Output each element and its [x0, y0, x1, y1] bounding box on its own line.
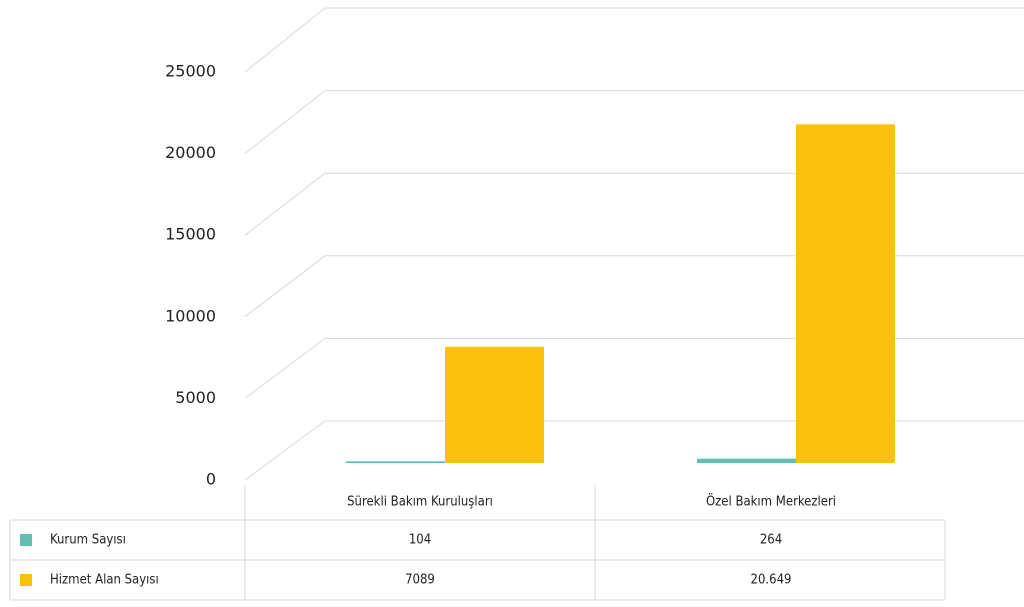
table-value: 104: [409, 533, 431, 548]
bar: [697, 458, 796, 463]
x-tick-label: Sürekli Bakım Kuruluşları: [347, 495, 493, 510]
bar: [796, 124, 895, 464]
legend-swatch: [20, 574, 32, 586]
y-tick-label: 15000: [165, 225, 216, 244]
grid-line: [244, 7, 326, 73]
grid-line: [244, 172, 326, 236]
table-value: 264: [760, 533, 782, 548]
data-table: [9, 485, 946, 601]
legend-swatch: [20, 534, 32, 546]
y-tick-label: 0: [206, 470, 216, 489]
legend-label: Kurum Sayısı: [50, 533, 126, 548]
grid-line: [244, 90, 326, 154]
table-value: 7089: [405, 573, 435, 588]
y-tick-label: 5000: [175, 388, 216, 407]
legend-label: Hizmet Alan Sayısı: [50, 573, 159, 588]
grid-line: [244, 255, 326, 318]
y-tick-label: 25000: [165, 62, 216, 81]
y-tick-label: 20000: [165, 143, 216, 162]
bar: [346, 461, 445, 463]
y-tick-label: 10000: [165, 306, 216, 325]
table-value: 20.649: [751, 573, 792, 588]
bar: [445, 346, 544, 463]
x-tick-label: Özel Bakım Merkezleri: [706, 493, 836, 510]
grid-line: [244, 337, 326, 399]
grid-line: [244, 420, 326, 481]
